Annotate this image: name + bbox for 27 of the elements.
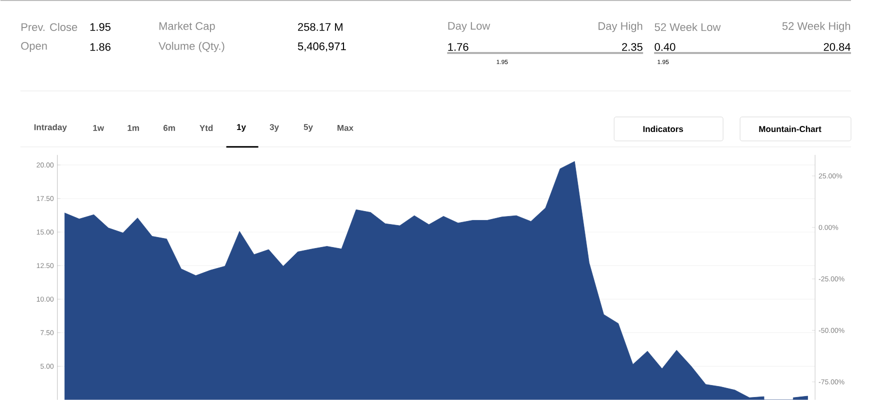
text: Day Low bbox=[448, 22, 490, 32]
text: 5,406,971 bbox=[298, 42, 346, 52]
text: Open bbox=[21, 42, 47, 52]
text: 52 Week High bbox=[782, 22, 850, 32]
text: Day High bbox=[598, 22, 642, 32]
text: 1w bbox=[93, 125, 104, 131]
text: 1.86 bbox=[90, 43, 110, 51]
text: Intraday bbox=[34, 124, 67, 132]
text: 258.17 M bbox=[298, 23, 342, 31]
text: 1.76 bbox=[448, 43, 468, 51]
text: 1m bbox=[128, 125, 139, 131]
text: Mountain-Chart bbox=[759, 126, 822, 132]
text: 1.95 bbox=[90, 23, 110, 31]
text: Prev. Close bbox=[22, 22, 78, 32]
text: 6m bbox=[164, 124, 175, 131]
text: 5y bbox=[304, 124, 313, 132]
text: Volume (Qty.) bbox=[158, 42, 224, 52]
text: 0.40 bbox=[654, 43, 676, 51]
text: 52 Week Low bbox=[654, 22, 721, 32]
text: 2.35 bbox=[622, 43, 642, 51]
text: 1y bbox=[237, 124, 246, 132]
text: 3y bbox=[270, 124, 279, 132]
text: Market Cap bbox=[159, 22, 215, 32]
text: Ytd bbox=[200, 124, 213, 132]
text: Max bbox=[338, 124, 354, 131]
text: Indicators bbox=[643, 126, 684, 132]
text: 20.84 bbox=[824, 43, 850, 51]
